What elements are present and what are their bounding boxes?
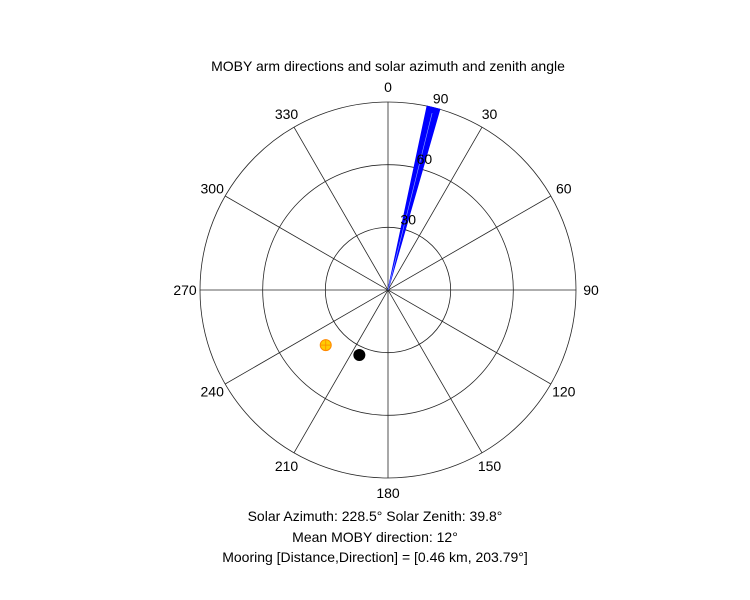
- r-tick-label: 30: [400, 211, 416, 227]
- r-tick-label: 90: [433, 90, 449, 106]
- theta-tick-label: 210: [275, 458, 299, 474]
- theta-tick-label: 270: [173, 282, 197, 298]
- theta-tick-label: 300: [201, 181, 225, 197]
- theta-tick-label: 120: [552, 384, 576, 400]
- theta-tick-label: 330: [275, 106, 299, 122]
- r-tick-label: 60: [417, 151, 433, 167]
- data-marks: [319, 105, 441, 361]
- theta-tick-label: 60: [556, 181, 572, 197]
- theta-tick-label: 30: [482, 106, 498, 122]
- moby-arm-centerline: [387, 112, 433, 291]
- solar-caption: Solar Azimuth: 228.5° Solar Zenith: 39.8…: [247, 508, 503, 524]
- chart-title: MOBY arm directions and solar azimuth an…: [211, 58, 565, 74]
- theta-tick-label: 180: [376, 485, 400, 501]
- theta-tick-label: 90: [583, 282, 599, 298]
- mooring-caption: Mooring [Distance,Direction] = [0.46 km,…: [222, 549, 528, 565]
- moby-direction-caption: Mean MOBY direction: 12°: [292, 529, 458, 545]
- theta-tick-label: 240: [201, 384, 225, 400]
- moby-arm-wedge: [387, 105, 441, 291]
- theta-tick-label: 0: [384, 79, 392, 95]
- mooring-marker: [353, 348, 366, 361]
- theta-tick-label: 150: [478, 458, 502, 474]
- tick-labels: 0 30 60 90 120 150 180 210 240 270 300 330 30 60 90: [173, 79, 599, 501]
